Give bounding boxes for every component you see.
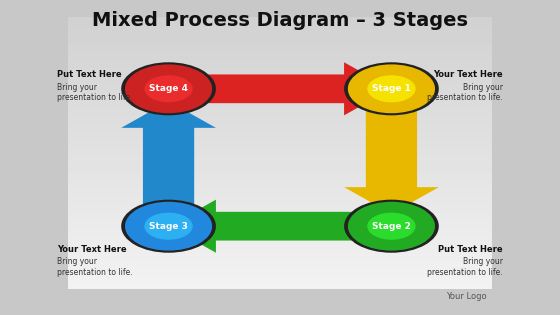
Text: Stage 2: Stage 2 [372, 222, 411, 231]
Text: Your Text Here: Your Text Here [57, 245, 127, 254]
FancyArrow shape [169, 200, 391, 253]
Circle shape [125, 64, 212, 113]
Text: Stage 4: Stage 4 [149, 84, 188, 93]
Text: Put Text Here: Put Text Here [57, 70, 122, 79]
Circle shape [144, 213, 193, 240]
Circle shape [367, 75, 416, 102]
Text: Bring your
presentation to life.: Bring your presentation to life. [57, 83, 133, 102]
FancyArrow shape [169, 62, 391, 115]
Text: Bring your
presentation to life.: Bring your presentation to life. [427, 257, 503, 277]
Circle shape [344, 62, 439, 115]
Text: Bring your
presentation to life.: Bring your presentation to life. [57, 257, 133, 277]
Circle shape [348, 64, 435, 113]
Text: Stage 3: Stage 3 [149, 222, 188, 231]
Text: Put Text Here: Put Text Here [438, 245, 503, 254]
Circle shape [344, 200, 439, 253]
Text: Mixed Process Diagram – 3 Stages: Mixed Process Diagram – 3 Stages [92, 11, 468, 30]
Circle shape [348, 202, 435, 251]
FancyArrow shape [121, 101, 216, 226]
Circle shape [121, 62, 216, 115]
Circle shape [367, 213, 416, 240]
FancyArrow shape [344, 89, 439, 214]
Text: Bring your
presentation to life.: Bring your presentation to life. [427, 83, 503, 102]
Circle shape [144, 75, 193, 102]
Text: Stage 1: Stage 1 [372, 84, 411, 93]
Text: Your Logo: Your Logo [446, 292, 486, 301]
Circle shape [121, 200, 216, 253]
Circle shape [125, 202, 212, 251]
Text: Your Text Here: Your Text Here [433, 70, 503, 79]
